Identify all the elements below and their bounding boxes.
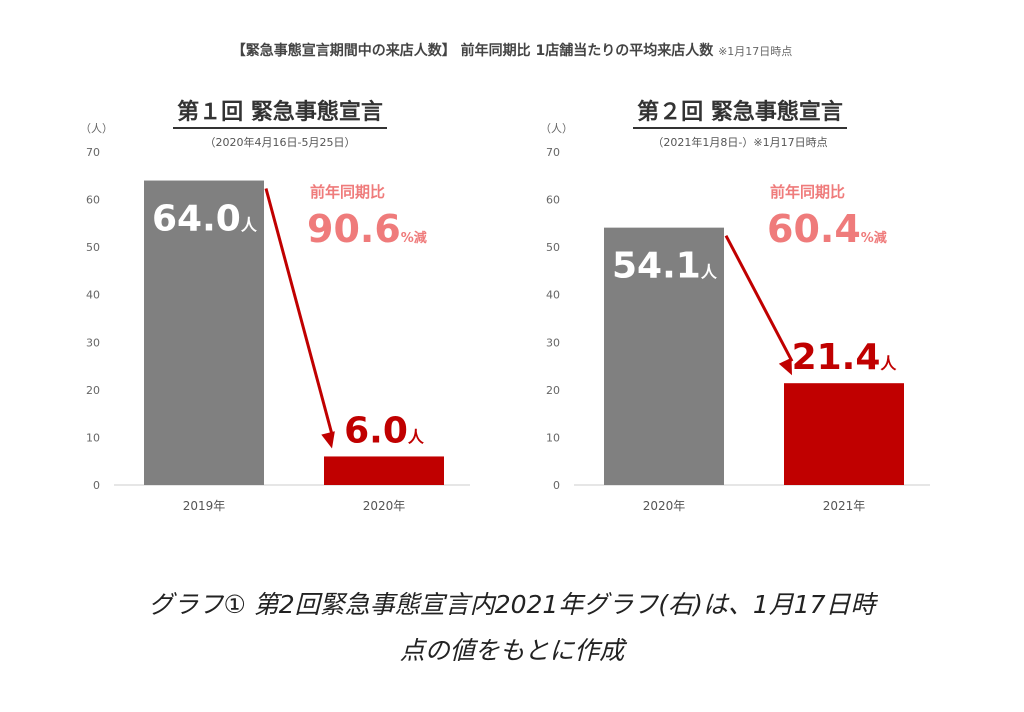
y-tick-label: 20	[546, 384, 560, 397]
yoy-label: 前年同期比	[310, 183, 385, 201]
bar-1	[144, 180, 264, 485]
chart-title: 第２回 緊急事態宣言	[540, 94, 940, 129]
bar-value-label: 64.0人	[152, 199, 258, 240]
bar-chart-2: 0 10 20 30 40 50 60 70 2020年 54.1人 2021年 21.4人 前年同期比…	[546, 146, 930, 513]
y-tick-label: 40	[86, 289, 100, 302]
header-title: 【緊急事態宣言期間中の来店人数】 前年同期比 1店舗当たりの平均来店人数	[231, 43, 714, 59]
x-category-label: 2019年	[183, 499, 226, 513]
x-category-label: 2020年	[643, 499, 686, 513]
yoy-label: 前年同期比	[770, 183, 845, 201]
bar-2	[324, 456, 444, 485]
chart-subtitle: （2020年4月16日-5月25日）	[204, 136, 356, 149]
caption-line-2: 点の値をもとに作成	[399, 636, 625, 665]
y-tick-label: 0	[553, 479, 560, 492]
figure-caption: グラフ① 第2回緊急事態宣言内2021年グラフ(右)は、1月17日時 点の値をも…	[0, 582, 1024, 674]
y-tick-label: 30	[86, 336, 100, 349]
y-tick-label: 70	[546, 146, 560, 159]
y-tick-label: 30	[546, 336, 560, 349]
yoy-decrease-value: 60.4%減	[767, 207, 887, 251]
bar-value-label: 6.0人	[344, 410, 425, 451]
bar-value-label: 21.4人	[792, 337, 898, 378]
x-category-label: 2021年	[823, 499, 866, 513]
decrease-arrow-shaft	[264, 188, 334, 435]
bar-2	[784, 383, 904, 485]
x-category-label: 2020年	[363, 499, 406, 513]
decrease-arrow-head	[321, 431, 335, 449]
y-tick-label: 40	[546, 289, 560, 302]
y-tick-label: 50	[546, 241, 560, 254]
y-tick-label: 60	[546, 194, 560, 207]
y-tick-label: 20	[86, 384, 100, 397]
caption-line-1: グラフ① 第2回緊急事態宣言内2021年グラフ(右)は、1月17日時	[148, 590, 876, 619]
bar-1	[604, 227, 724, 486]
chart-panel-1: 第１回 緊急事態宣言 （2020年4月16日-5月25日） （人） 0 10 20 3…	[80, 90, 480, 530]
chart-header: 【緊急事態宣言期間中の来店人数】 前年同期比 1店舗当たりの平均来店人数 ※1月…	[0, 40, 1024, 60]
decrease-arrow-shaft	[724, 234, 794, 362]
chart-title: 第１回 緊急事態宣言	[80, 94, 480, 129]
y-tick-label: 10	[86, 431, 100, 444]
decrease-arrow-head	[778, 357, 792, 376]
y-tick-label: 50	[86, 241, 100, 254]
yoy-decrease-value: 90.6%減	[307, 207, 427, 251]
y-tick-label: 60	[86, 194, 100, 207]
y-tick-label: 10	[546, 431, 560, 444]
y-tick-label: 70	[86, 146, 100, 159]
bar-value-label: 54.1人	[612, 246, 718, 287]
chart-subtitle: （2021年1月8日-）※1月17日時点	[652, 136, 828, 149]
y-tick-label: 0	[93, 479, 100, 492]
y-axis-unit: （人）	[540, 122, 573, 135]
chart-panel-2: 第２回 緊急事態宣言 （2021年1月8日-）※1月17日時点 （人） 0 10 2…	[540, 90, 940, 530]
y-axis-unit: （人）	[80, 122, 113, 135]
header-note: ※1月17日時点	[718, 45, 793, 58]
bar-chart-1: 0 10 20 30 40 50 60 70 2019年 64.0人 2020年 6.0人 前年同期比 9…	[86, 146, 470, 513]
